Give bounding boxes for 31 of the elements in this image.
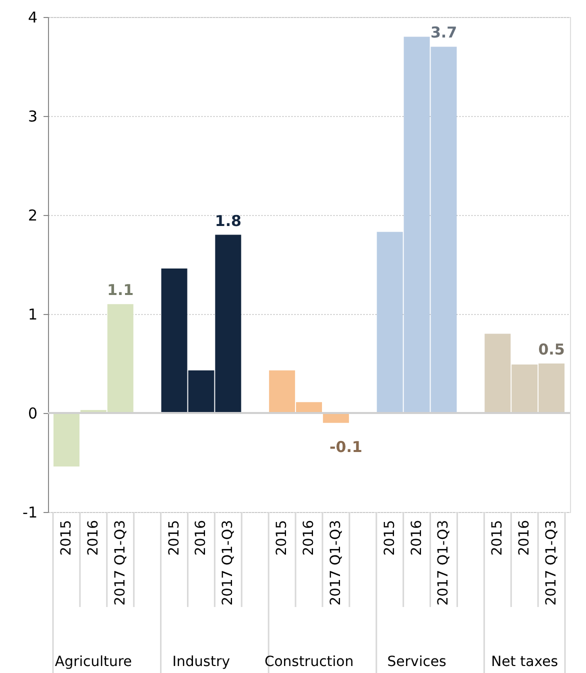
text: Construction <box>264 654 354 670</box>
text: Industry <box>172 654 230 670</box>
y-tick-label: -1 <box>22 504 38 522</box>
data-label: 0.5 <box>538 340 565 358</box>
x-tick-label: 2016 <box>193 520 210 556</box>
x-tick-label: 2016 <box>301 520 317 556</box>
x-tick-label: 2017 Q1-Q3 <box>436 520 452 606</box>
text: Services <box>387 654 446 670</box>
x-tick-label: 2017 Q1-Q3 <box>112 520 128 606</box>
x-tick-label: 2015 <box>274 520 290 556</box>
x-tick-label: 2017 Q1-Q3 <box>328 520 344 606</box>
data-label: 1.8 <box>214 212 242 230</box>
x-tick-label: 2017 Q1-Q3 <box>220 520 236 606</box>
y-tick-label: 0 <box>28 404 38 422</box>
x-tick-label: 2015 <box>166 520 182 556</box>
data-label: 1.1 <box>107 281 134 300</box>
y-tick-label: 2 <box>28 206 38 224</box>
text: Net taxes <box>491 654 558 670</box>
x-tick-label: 2015 <box>382 520 398 556</box>
x-tick-label: 2017 Q1-Q3 <box>544 520 560 606</box>
x-tick-label: 2016 <box>516 520 533 556</box>
text: Agriculture <box>54 654 132 670</box>
x-tick-label: 2016 <box>408 520 425 556</box>
x-tick-label: 2016 <box>85 520 102 556</box>
data-label: 3.7 <box>430 24 458 42</box>
data-label: -0.1 <box>330 438 362 456</box>
x-tick-label: 2015 <box>58 520 74 556</box>
y-tick-label: 3 <box>28 108 38 126</box>
y-tick-label: 4 <box>28 8 38 26</box>
x-tick-label: 2015 <box>490 520 506 556</box>
y-tick-label: 1 <box>28 306 38 324</box>
